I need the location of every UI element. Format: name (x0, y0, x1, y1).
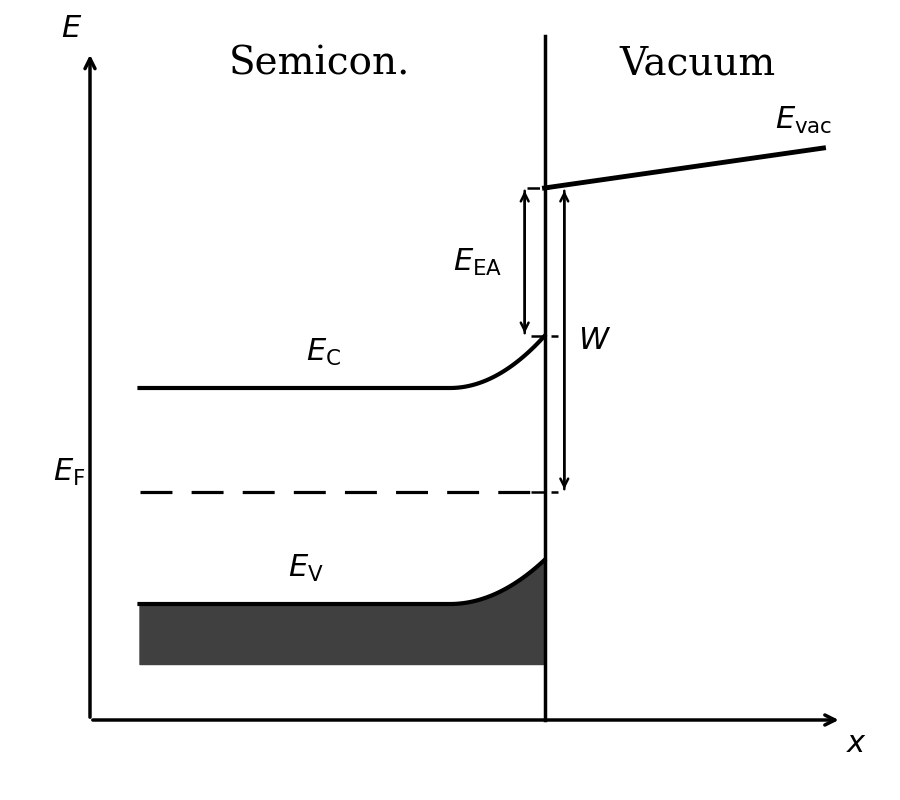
Text: $E_{\mathrm{C}}$: $E_{\mathrm{C}}$ (307, 337, 341, 368)
Text: $E_{\mathrm{V}}$: $E_{\mathrm{V}}$ (288, 553, 324, 584)
Text: $E_{\mathrm{F}}$: $E_{\mathrm{F}}$ (53, 457, 86, 488)
Text: $E_{\mathrm{EA}}$: $E_{\mathrm{EA}}$ (453, 246, 502, 278)
Text: $E_{\mathrm{vac}}$: $E_{\mathrm{vac}}$ (775, 105, 832, 136)
Text: Vacuum: Vacuum (619, 46, 776, 82)
Text: $W$: $W$ (578, 325, 611, 355)
Text: $E$: $E$ (61, 13, 83, 44)
Text: $x$: $x$ (846, 728, 867, 759)
Text: Semicon.: Semicon. (229, 46, 410, 82)
